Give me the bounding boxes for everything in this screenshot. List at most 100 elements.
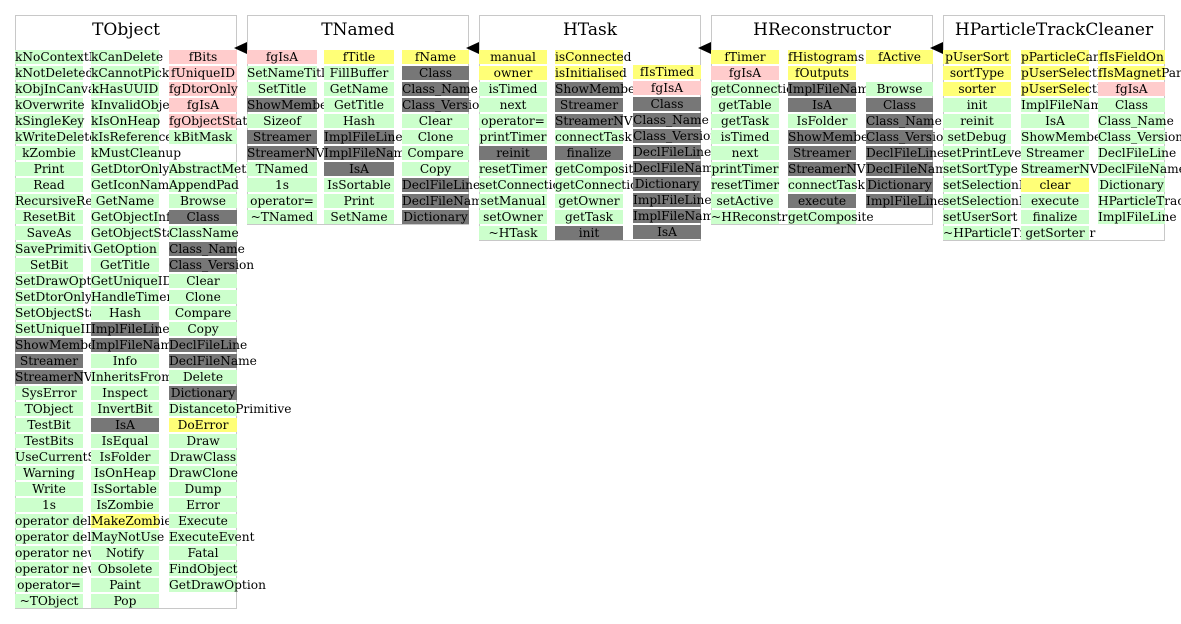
class-member[interactable]: DeclFileName (169, 354, 257, 368)
class-member[interactable]: fTitle (324, 50, 394, 64)
class-member[interactable]: ImplFileName (324, 146, 413, 160)
class-member[interactable]: DeclFileLine (1098, 146, 1177, 160)
class-member[interactable]: fTimer (711, 50, 779, 64)
class-member[interactable]: getTable (711, 98, 779, 112)
class-member[interactable]: Dump (169, 482, 237, 496)
class-member[interactable]: MakeZombie (91, 514, 172, 528)
class-member[interactable]: DeclFileName (1098, 162, 1181, 176)
class-member[interactable]: pUserSort (943, 50, 1011, 64)
class-member[interactable]: Dictionary (866, 178, 933, 192)
class-member[interactable]: Dictionary (633, 177, 701, 191)
class-member[interactable]: DeclFileName (866, 162, 954, 176)
class-member[interactable]: ShowMembers (555, 82, 648, 96)
class-member[interactable]: SetUniqueID (15, 322, 95, 336)
class-member[interactable]: StreamerNVirtual (1021, 162, 1133, 176)
class-member[interactable]: ImplFileName (1021, 98, 1110, 112)
class-member[interactable]: operator delete[] (15, 530, 121, 544)
class-member[interactable]: printTimer (711, 162, 779, 176)
class-member[interactable]: Compare (169, 306, 237, 320)
class-member[interactable]: kHasUUID (91, 82, 159, 96)
class-member[interactable]: TestBits (15, 434, 83, 448)
class-member[interactable]: 1s (15, 498, 83, 512)
class-member[interactable]: IsA (324, 162, 394, 176)
class-member[interactable]: DeclFileLine (633, 145, 712, 159)
class-member[interactable]: finalize (1021, 210, 1089, 224)
class-member[interactable]: kObjInCanvas (15, 82, 102, 96)
class-member[interactable]: printTimer (479, 130, 547, 144)
class-member[interactable]: fgIsA (711, 66, 779, 80)
class-member[interactable]: operator= (247, 194, 317, 208)
class-member[interactable]: fBits (169, 50, 237, 64)
class-member[interactable]: finalize (555, 146, 623, 160)
class-member[interactable]: getOwner (555, 194, 623, 208)
class-member[interactable]: getTask (555, 210, 623, 224)
class-member[interactable]: GetDtorOnly (91, 162, 170, 176)
class-member[interactable]: execute (1021, 194, 1089, 208)
class-member[interactable]: kCanDelete (91, 50, 164, 64)
class-member[interactable]: ImplFileLine (633, 193, 712, 207)
class-member[interactable]: Class_Name (402, 82, 478, 96)
class-member[interactable]: Compare (402, 146, 469, 160)
class-member[interactable]: fActive (866, 50, 933, 64)
class-member[interactable]: GetUniqueID (91, 274, 173, 288)
class-member[interactable]: owner (479, 66, 547, 80)
class-member[interactable]: Streamer (15, 354, 83, 368)
class-member[interactable]: Class_Version (1098, 130, 1181, 144)
class-member[interactable]: init (555, 226, 623, 240)
class-member[interactable]: RecursiveRemove (15, 194, 126, 208)
class-member[interactable]: Class_Version (402, 98, 488, 112)
class-member[interactable]: reinit (479, 146, 547, 160)
class-member[interactable]: next (479, 98, 547, 112)
class-member[interactable]: Class_Name (633, 113, 709, 127)
class-member[interactable]: kBitMask (169, 130, 237, 144)
class-member[interactable]: DrawClass (169, 450, 237, 464)
class-member[interactable]: fgDtorOnly (169, 82, 238, 96)
class-member[interactable]: pUserSelectLeptons (1021, 82, 1147, 96)
class-member[interactable]: StreamerNVirtual (15, 370, 127, 384)
class-member[interactable]: fUniqueID (169, 66, 237, 80)
class-member[interactable]: init (943, 98, 1011, 112)
class-member[interactable]: Info (91, 354, 159, 368)
class-member[interactable]: TObject (15, 402, 83, 416)
class-member[interactable]: ImplFileName (633, 209, 722, 223)
class-member[interactable]: IsA (788, 98, 856, 112)
class-member[interactable]: Dictionary (402, 210, 469, 224)
class-member[interactable]: Class (633, 97, 701, 111)
class-member[interactable]: setSortType (943, 162, 1018, 176)
class-member[interactable]: Fatal (169, 546, 237, 560)
class-member[interactable]: Clone (169, 290, 237, 304)
class-member[interactable]: pUserSelectHadrons (1021, 66, 1150, 80)
class-member[interactable]: Draw (169, 434, 237, 448)
class-member[interactable]: Obsolete (91, 562, 159, 576)
class-member[interactable]: fIsFieldOn (1098, 50, 1165, 64)
class-member[interactable]: Execute (169, 514, 237, 528)
class-member[interactable]: IsA (633, 225, 701, 239)
class-member[interactable]: StreamerNVirtual (247, 146, 359, 160)
class-member[interactable]: AbstractMethod (169, 162, 270, 176)
class-member[interactable]: setActive (711, 194, 779, 208)
class-member[interactable]: Read (15, 178, 83, 192)
class-member[interactable]: setDebug (943, 130, 1011, 144)
class-member[interactable]: Inspect (91, 386, 159, 400)
class-member[interactable]: ~HReconstructor (711, 210, 820, 224)
class-member[interactable]: getTask (711, 114, 779, 128)
class-member[interactable]: isTimed (711, 130, 779, 144)
class-member[interactable]: ResetBit (15, 210, 83, 224)
class-member[interactable]: fgIsA (247, 50, 317, 64)
class-member[interactable]: Notify (91, 546, 159, 560)
class-member[interactable]: Browse (866, 82, 933, 96)
class-member[interactable]: Hash (324, 114, 394, 128)
class-member[interactable]: operator= (15, 578, 83, 592)
class-member[interactable]: Pop (91, 594, 159, 608)
class-member[interactable]: fName (402, 50, 469, 64)
class-member[interactable]: DeclFileName (402, 194, 490, 208)
class-member[interactable]: sortType (943, 66, 1011, 80)
class-member[interactable]: getConnections (555, 178, 652, 192)
class-member[interactable]: IsFolder (91, 450, 159, 464)
class-member[interactable]: ImplFileName (91, 338, 180, 352)
class-member[interactable]: Clear (402, 114, 469, 128)
class-member[interactable]: sorter (943, 82, 1011, 96)
class-member[interactable]: setUserSort (943, 210, 1018, 224)
class-member[interactable]: Warning (15, 466, 83, 480)
class-member[interactable]: FillBuffer (324, 66, 394, 80)
